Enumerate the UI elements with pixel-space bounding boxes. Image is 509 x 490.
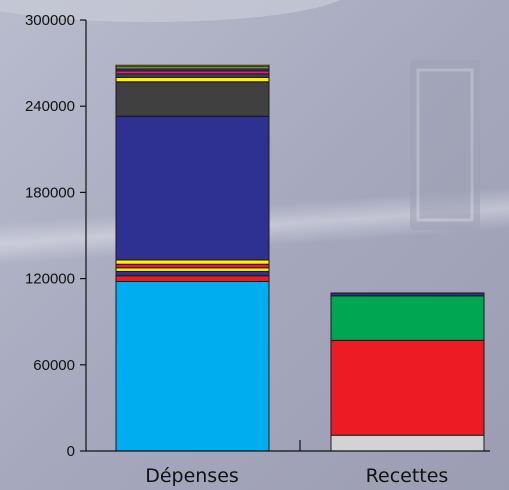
y-tick-label: 240000 xyxy=(25,98,75,115)
bar-segment xyxy=(115,259,270,265)
axes xyxy=(80,19,490,452)
y-tick-label: 120000 xyxy=(25,271,75,288)
x-category-label: Recettes xyxy=(366,465,449,487)
bar-segment xyxy=(115,64,270,68)
bar-segment xyxy=(330,339,485,436)
labels: 0 60000 120000 180000 240000 300000 Dépenses Re… xyxy=(25,12,448,487)
y-tick-label: 0 xyxy=(67,443,75,460)
bar-segment xyxy=(115,76,270,83)
x-category-label: Dépenses xyxy=(145,465,239,487)
bar-segment xyxy=(115,263,270,269)
bar-segment xyxy=(330,292,485,297)
bar-stack-1 xyxy=(115,64,270,452)
bar-segment xyxy=(115,115,270,261)
y-tick-label: 180000 xyxy=(25,184,75,201)
bar-stack-2 xyxy=(330,292,485,452)
banknote-watermark xyxy=(410,60,480,230)
y-tick-label: 300000 xyxy=(25,12,75,29)
bar-segment xyxy=(115,73,270,78)
bar-segment xyxy=(115,280,270,452)
bar-segment xyxy=(115,275,270,282)
bar-segment xyxy=(330,434,485,452)
bar-segment xyxy=(115,270,270,277)
bar-segment xyxy=(330,295,485,341)
bar-segment xyxy=(115,81,270,117)
bar-segment xyxy=(115,267,270,272)
bars-layer xyxy=(115,64,485,452)
y-tick-label: 60000 xyxy=(33,357,75,374)
